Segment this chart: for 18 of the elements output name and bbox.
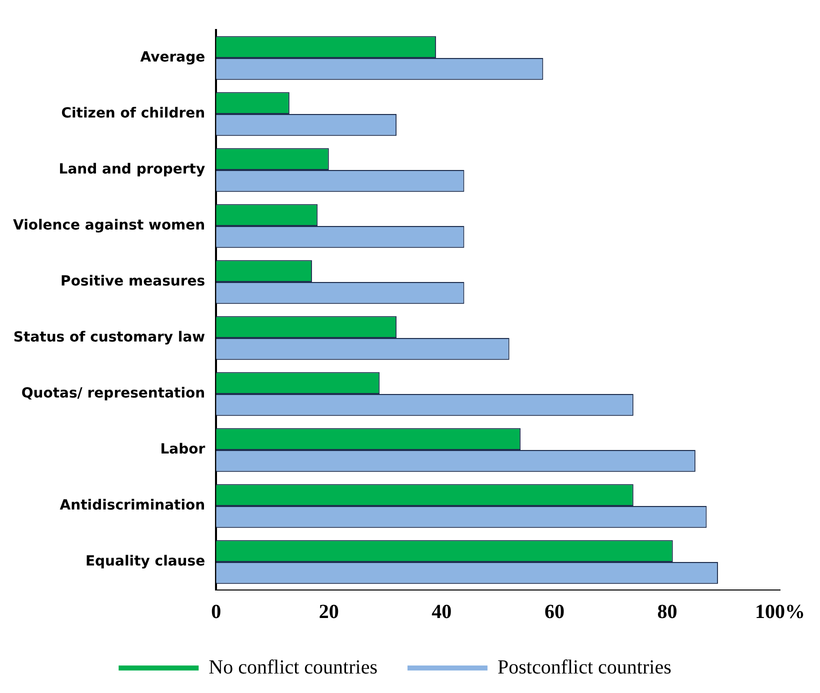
x-tick-label: 40	[432, 601, 452, 624]
y-tick-label: Violence against women	[12, 218, 206, 234]
x-tick-label: 20	[318, 601, 339, 624]
y-tick-label: Quotas/ representation	[21, 386, 206, 402]
x-tick-label: 100%	[755, 601, 805, 624]
y-tick-label: Antidiscrimination	[60, 498, 206, 514]
y-tick-label: Labor	[160, 442, 206, 458]
x-tick-label: 0	[211, 601, 222, 624]
y-tick-label: Status of customary law	[13, 330, 206, 346]
y-tick-label: Average	[140, 50, 206, 66]
y-tick-label: Positive measures	[60, 274, 206, 290]
y-tick-label: Equality clause	[85, 554, 206, 570]
y-tick-label: Citizen of children	[61, 106, 206, 122]
x-tick-label: 80	[657, 601, 678, 624]
y-tick-label: Land and property	[58, 162, 206, 178]
legend-label: Postconflict countries	[497, 656, 672, 678]
legend-label: No conflict countries	[208, 656, 378, 678]
x-tick-label: 60	[544, 601, 564, 624]
